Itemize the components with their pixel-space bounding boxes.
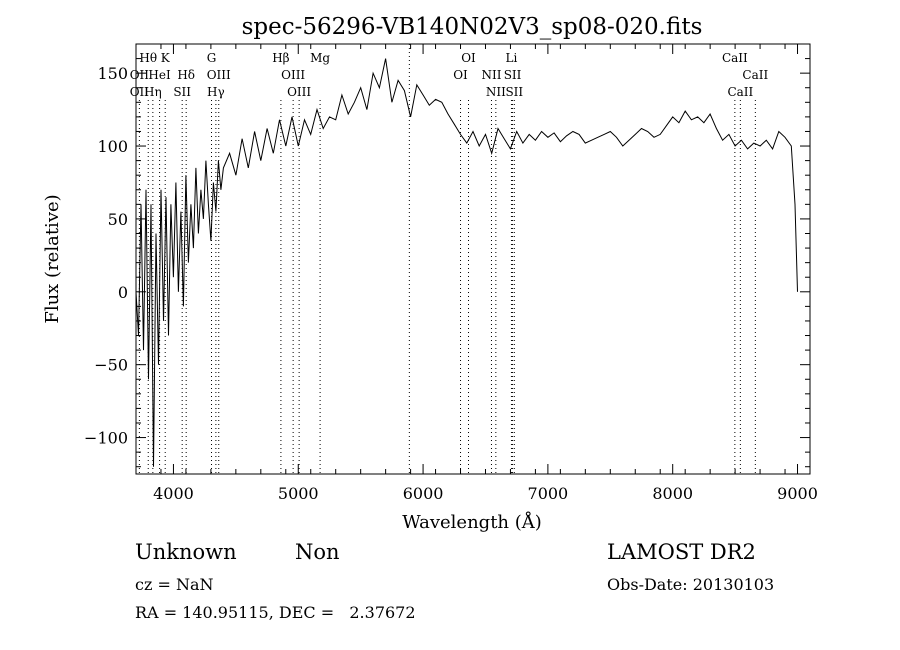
x-axis-label: Wavelength (Å) [402, 511, 542, 533]
line-marker-label: Mg [310, 51, 330, 65]
line-marker-label: Hη [144, 85, 162, 99]
y-tick-label: 150 [97, 64, 128, 83]
line-marker-label: OI [453, 68, 468, 82]
tick-labels: 4000 5000 6000 7000 8000 9000 −100 −50 0 50 100 150 [84, 64, 818, 503]
object-class: Unknown [135, 540, 237, 564]
y-tick-label: −100 [84, 429, 128, 448]
line-marker-label: OII [130, 68, 150, 82]
line-marker-label: OIII [281, 68, 305, 82]
y-axis-label: Flux (relative) [42, 194, 63, 323]
line-marker-label: OIII [207, 68, 231, 82]
x-tick-label: 9000 [777, 484, 818, 503]
line-marker-label: CaII [742, 68, 768, 82]
line-marker-label: K [161, 51, 171, 65]
line-marker-label: Hθ [139, 51, 157, 65]
line-marker-label: HeI [148, 68, 171, 82]
line-marker-label: OIII [287, 85, 311, 99]
line-marker-label: SII [505, 85, 523, 99]
coordinates: RA = 140.95115, DEC = 2.37672 [135, 603, 416, 622]
chart-title: spec-56296-VB140N02V3_sp08-020.fits [242, 14, 703, 40]
plot-frame [135, 43, 811, 475]
x-tick-label: 8000 [652, 484, 693, 503]
line-marker-label: NII [481, 68, 501, 82]
line-marker-label: Hδ [177, 68, 195, 82]
line-marker-label: Hβ [272, 51, 289, 65]
x-tick-label: 7000 [528, 484, 569, 503]
y-tick-label: −50 [94, 356, 128, 375]
line-marker-label: OI [461, 51, 476, 65]
line-marker-label: CaII [722, 51, 748, 65]
x-tick-label: 5000 [278, 484, 319, 503]
line-marker-label: CaII [727, 85, 753, 99]
line-marker-label: G [207, 51, 217, 65]
line-marker-label: SII [173, 85, 191, 99]
line-marker-label: SII [504, 68, 522, 82]
y-tick-label: 50 [108, 210, 128, 229]
observation-date: Obs-Date: 20130103 [607, 575, 775, 594]
line-marker-label: Hγ [207, 85, 225, 99]
spectrum-line [135, 58, 798, 467]
y-tick-label: 100 [97, 137, 128, 156]
axis-ticks [135, 43, 811, 474]
x-tick-label: 6000 [403, 484, 444, 503]
object-subclass: Non [295, 540, 340, 564]
y-tick-label: 0 [118, 283, 128, 302]
survey-name: LAMOST DR2 [607, 540, 756, 564]
x-tick-label: 4000 [153, 484, 194, 503]
redshift-cz: cz = NaN [135, 575, 214, 594]
line-marker-label: NII [486, 85, 506, 99]
line-marker-label: OII [130, 85, 150, 99]
line-marker-label: Li [506, 51, 518, 65]
